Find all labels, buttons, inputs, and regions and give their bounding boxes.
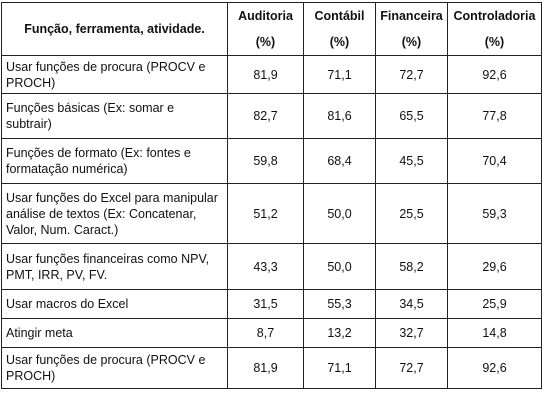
cell-contabil: 50,0 [303, 183, 376, 244]
row-label: Funções básicas (Ex: somar e subtrair) [1, 93, 228, 139]
header-contabil: Contábil (%) [303, 2, 376, 56]
header-function: Função, ferramenta, atividade. [1, 2, 228, 56]
cell-controladoria: 92,6 [447, 55, 542, 94]
header-financeira-unit: (%) [401, 35, 422, 49]
header-controladoria: Controladoria (%) [447, 2, 542, 56]
cell-auditoria: 51,2 [227, 183, 304, 244]
cell-financeira: 25,5 [375, 183, 448, 244]
cell-contabil: 68,4 [303, 138, 376, 184]
cell-controladoria: 59,3 [447, 183, 542, 244]
cell-financeira: 32,7 [375, 318, 448, 348]
cell-controladoria: 29,6 [447, 243, 542, 290]
cell-contabil: 71,1 [303, 55, 376, 94]
cell-contabil: 71,1 [303, 347, 376, 389]
cell-controladoria: 25,9 [447, 289, 542, 319]
excel-usage-table: Função, ferramenta, atividade. Auditoria… [1, 2, 542, 389]
cell-financeira: 72,7 [375, 55, 448, 94]
header-auditoria: Auditoria (%) [227, 2, 304, 56]
cell-contabil: 55,3 [303, 289, 376, 319]
cell-auditoria: 81,9 [227, 55, 304, 94]
cell-controladoria: 70,4 [447, 138, 542, 184]
cell-financeira: 34,5 [375, 289, 448, 319]
cell-controladoria: 77,8 [447, 93, 542, 139]
header-contabil-name: Contábil [314, 9, 365, 23]
row-label: Atingir meta [1, 318, 228, 348]
row-label: Usar funções de procura (PROCV e PROCH) [1, 55, 228, 94]
cell-auditoria: 81,9 [227, 347, 304, 389]
table-row: Funções de formato (Ex: fontes e formata… [1, 138, 542, 184]
table-row: Usar funções financeiras como NPV, PMT, … [1, 243, 542, 290]
header-contabil-unit: (%) [329, 35, 350, 49]
header-controladoria-unit: (%) [484, 35, 505, 49]
header-financeira: Financeira (%) [375, 2, 448, 56]
cell-financeira: 58,2 [375, 243, 448, 290]
cell-auditoria: 59,8 [227, 138, 304, 184]
table-row: Usar funções de procura (PROCV e PROCH) … [1, 347, 542, 389]
cell-contabil: 81,6 [303, 93, 376, 139]
cell-contabil: 50,0 [303, 243, 376, 290]
table-row: Usar funções do Excel para manipular aná… [1, 183, 542, 244]
cell-controladoria: 92,6 [447, 347, 542, 389]
table-header-row: Função, ferramenta, atividade. Auditoria… [1, 2, 542, 56]
row-label: Usar macros do Excel [1, 289, 228, 319]
table-row: Usar funções de procura (PROCV e PROCH) … [1, 55, 542, 94]
cell-financeira: 45,5 [375, 138, 448, 184]
table-row: Funções básicas (Ex: somar e subtrair) 8… [1, 93, 542, 139]
table-row: Atingir meta 8,7 13,2 32,7 14,8 [1, 318, 542, 348]
table-row: Usar macros do Excel 31,5 55,3 34,5 25,9 [1, 289, 542, 319]
cell-auditoria: 8,7 [227, 318, 304, 348]
cell-financeira: 72,7 [375, 347, 448, 389]
cell-financeira: 65,5 [375, 93, 448, 139]
header-auditoria-unit: (%) [255, 35, 276, 49]
row-label: Usar funções de procura (PROCV e PROCH) [1, 347, 228, 389]
header-financeira-name: Financeira [380, 9, 443, 23]
row-label: Funções de formato (Ex: fontes e formata… [1, 138, 228, 184]
cell-auditoria: 43,3 [227, 243, 304, 290]
row-label: Usar funções financeiras como NPV, PMT, … [1, 243, 228, 290]
cell-contabil: 13,2 [303, 318, 376, 348]
cell-controladoria: 14,8 [447, 318, 542, 348]
cell-auditoria: 82,7 [227, 93, 304, 139]
header-auditoria-name: Auditoria [238, 9, 293, 23]
header-controladoria-name: Controladoria [453, 9, 536, 23]
cell-auditoria: 31,5 [227, 289, 304, 319]
row-label: Usar funções do Excel para manipular aná… [1, 183, 228, 244]
